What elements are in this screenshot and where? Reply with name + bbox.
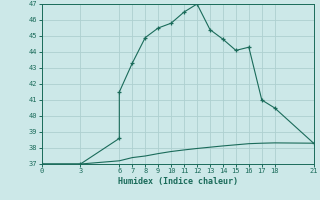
X-axis label: Humidex (Indice chaleur): Humidex (Indice chaleur) bbox=[118, 177, 237, 186]
